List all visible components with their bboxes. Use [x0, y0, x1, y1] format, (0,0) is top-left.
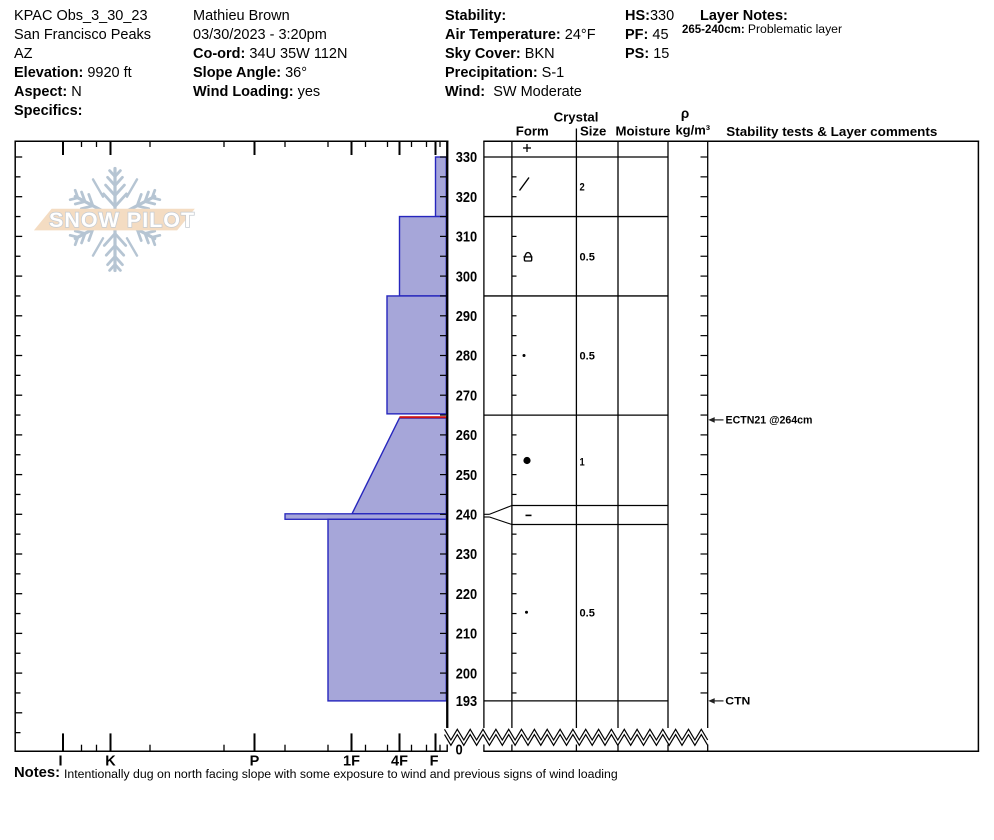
- svg-text:0.5: 0.5: [580, 351, 595, 363]
- svg-text:1: 1: [580, 456, 585, 468]
- svg-text:250: 250: [456, 468, 477, 484]
- svg-text:210: 210: [456, 627, 477, 643]
- svg-text:240: 240: [456, 507, 477, 523]
- svg-text:K: K: [105, 754, 116, 770]
- svg-text:220: 220: [456, 587, 477, 603]
- svg-text:280: 280: [456, 349, 477, 365]
- svg-text:260: 260: [456, 428, 477, 444]
- svg-text:Crystal: Crystal: [554, 109, 599, 124]
- svg-text:Stability tests & Layer commen: Stability tests & Layer comments: [726, 124, 937, 139]
- svg-text:F: F: [430, 754, 439, 770]
- svg-text:230: 230: [456, 547, 477, 563]
- svg-text:270: 270: [456, 388, 477, 404]
- svg-text:kg/m³: kg/m³: [675, 122, 710, 137]
- svg-text:0: 0: [456, 743, 463, 759]
- svg-text:310: 310: [456, 230, 477, 246]
- svg-text:Size: Size: [580, 123, 606, 138]
- svg-text:P: P: [250, 754, 260, 770]
- svg-text:300: 300: [456, 269, 477, 285]
- svg-text:I: I: [58, 754, 62, 770]
- svg-text:193: 193: [456, 694, 477, 710]
- svg-text:200: 200: [456, 666, 477, 682]
- svg-text:SNOW PILOT: SNOW PILOT: [49, 208, 195, 232]
- svg-text:2: 2: [580, 181, 585, 193]
- svg-text:CTN: CTN: [725, 696, 750, 708]
- svg-text:0.5: 0.5: [580, 608, 595, 620]
- svg-text:0.5: 0.5: [580, 252, 595, 264]
- svg-text:4F: 4F: [391, 754, 408, 770]
- svg-text:320: 320: [456, 190, 477, 206]
- svg-text:290: 290: [456, 309, 477, 325]
- svg-text:1F: 1F: [343, 754, 360, 770]
- svg-text:Moisture: Moisture: [616, 123, 671, 138]
- svg-text:330: 330: [456, 150, 477, 166]
- svg-text:ECTN21 @264cm: ECTN21 @264cm: [726, 414, 813, 426]
- svg-text:Form: Form: [516, 123, 549, 138]
- svg-text:ρ: ρ: [681, 106, 689, 121]
